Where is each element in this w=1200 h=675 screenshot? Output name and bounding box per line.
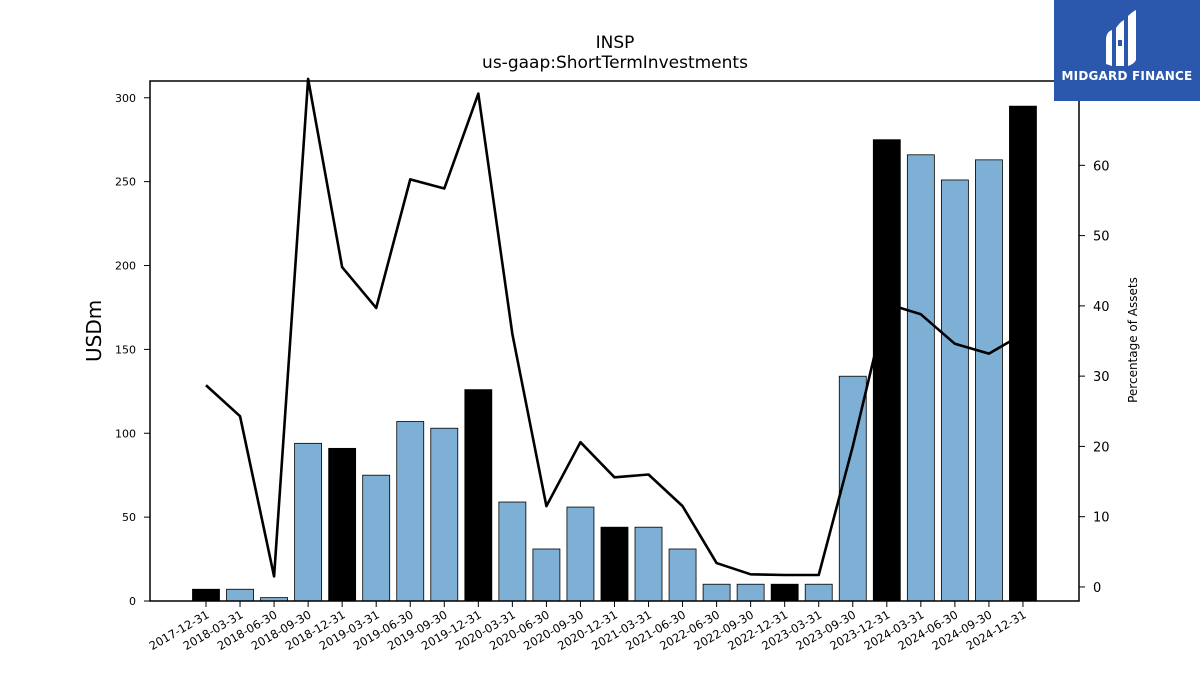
bar-2023-03-31 <box>804 583 833 602</box>
y-tick-label-200: 200 <box>115 260 136 273</box>
logo-icon <box>1106 10 1136 66</box>
y-tick-label-50: 50 <box>122 511 136 524</box>
line-group <box>205 77 1024 578</box>
bar-2020-09-30 <box>566 506 595 602</box>
bar-2018-09-30 <box>294 442 323 602</box>
y-tick-label-300: 300 <box>115 92 136 105</box>
chart-title: INSP <box>595 33 635 53</box>
bar-2019-06-30 <box>396 421 425 602</box>
bar-2018-03-31 <box>226 588 254 602</box>
percentage-line <box>205 77 1024 578</box>
bar-2019-09-30 <box>430 427 459 602</box>
y2-tick-label-40: 40 <box>1093 300 1110 315</box>
bar-2020-12-31 <box>600 526 629 602</box>
y2-axis-label: Percentage of Assets <box>1126 277 1140 403</box>
bar-2022-06-30 <box>702 583 731 602</box>
y2-tick-label-20: 20 <box>1093 440 1110 455</box>
bar-2023-12-31 <box>872 139 901 602</box>
y2-tick-label-10: 10 <box>1093 511 1110 526</box>
bar-2019-12-31 <box>464 389 493 602</box>
y2-tick-label-60: 60 <box>1093 159 1110 174</box>
y-tick-label-150: 150 <box>115 343 136 356</box>
y-tick-label-100: 100 <box>115 427 136 440</box>
y2-tick-label-0: 0 <box>1093 581 1101 596</box>
bar-2020-03-31 <box>498 501 527 602</box>
bar-2024-06-30 <box>940 179 969 602</box>
logo-text: MIDGARD FINANCE <box>1061 69 1193 83</box>
y-tick-label-250: 250 <box>115 176 136 189</box>
bars-group <box>192 105 1037 602</box>
ticks-group: 0501001502002503000102030405060702017-12… <box>115 89 1110 653</box>
y2-tick-label-50: 50 <box>1093 230 1110 245</box>
bar-2019-03-31 <box>362 474 391 602</box>
bar-2024-09-30 <box>975 159 1003 602</box>
chart-subtitle: us-gaap:ShortTermInvestments <box>482 53 748 73</box>
bar-2024-12-31 <box>1009 105 1037 602</box>
midgard-finance-logo: MIDGARD FINANCE <box>1054 0 1200 101</box>
y-axis-label: USDm <box>82 299 106 362</box>
bar-2017-12-31 <box>192 588 220 602</box>
bar-2022-12-31 <box>770 583 799 602</box>
bar-2021-06-30 <box>668 548 697 602</box>
bar-2021-03-31 <box>634 526 663 602</box>
y2-tick-label-30: 30 <box>1093 370 1110 385</box>
bar-2024-03-31 <box>906 154 935 602</box>
bar-2018-12-31 <box>328 447 357 602</box>
y-tick-label-0: 0 <box>129 595 136 608</box>
bar-2020-06-30 <box>532 548 561 602</box>
bar-2022-09-30 <box>736 583 765 602</box>
